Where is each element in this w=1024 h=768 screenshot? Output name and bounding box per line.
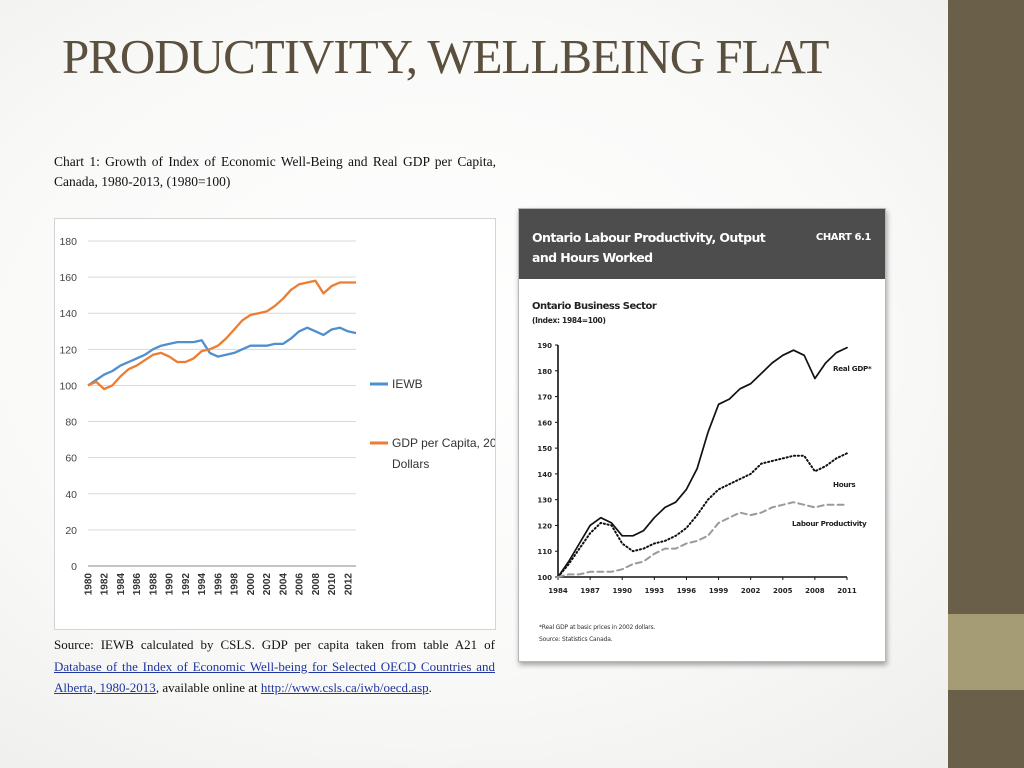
- chart1-x-tick-label: 2000: [246, 573, 257, 596]
- chart2-x-tick-label: 1993: [645, 587, 665, 595]
- chart1-x-tick-label: 1982: [100, 573, 111, 596]
- chart1-y-tick-label: 20: [65, 525, 77, 537]
- chart1-y-tick-label: 160: [59, 272, 77, 284]
- chart2-series-line-labour-productivity: [557, 501, 848, 578]
- chart1-legend-label-iewb: IEWB: [392, 377, 423, 391]
- chart1-x-tick-label: 1996: [213, 573, 224, 596]
- chart2-x-tick-label: 2011: [837, 587, 857, 595]
- chart2-source: Source: Statistics Canada.: [539, 636, 613, 643]
- chart2-panel: Ontario Labour Productivity, Output and …: [518, 208, 886, 662]
- source-url-link[interactable]: http://www.csls.ca/iwb/oecd.asp: [260, 680, 429, 695]
- chart2-title: Ontario Labour Productivity, Output and …: [532, 230, 766, 265]
- chart1-series-line-iewb: [87, 326, 357, 387]
- chart2-y-tick-label: 140: [537, 471, 552, 479]
- chart1-series-line-gdp: [87, 279, 356, 391]
- chart1-x-tick-label: 1990: [165, 573, 176, 596]
- chart2-y-tick-label: 110: [537, 548, 552, 556]
- chart2-series-label-real-gdp: Real GDP*: [833, 364, 872, 373]
- chart1-y-tick-label: 80: [65, 417, 77, 429]
- chart1-y-tick-label: 120: [59, 344, 77, 356]
- chart1-y-tick-label: 140: [59, 308, 77, 320]
- chart1-heading: Chart 1: Growth of Index of Economic Wel…: [54, 154, 496, 189]
- source-prefix: Source: IEWB calculated by CSLS. GDP per…: [54, 637, 495, 652]
- source-end: .: [428, 680, 432, 695]
- chart2-y-tick-label: 180: [537, 368, 552, 376]
- chart1-x-tick-label: 1988: [148, 573, 159, 596]
- chart2-tag: CHART 6.1: [815, 232, 872, 243]
- chart2-index-note: (Index: 1984=100): [532, 316, 606, 325]
- slide-title: PRODUCTIVITY, WELLBEING FLAT: [62, 29, 829, 84]
- chart2-x-tick-label: 1984: [548, 587, 568, 595]
- chart1-x-tick-label: 1986: [132, 573, 143, 596]
- chart2-x-tick-label: 1987: [580, 587, 600, 595]
- chart2-series-line-real-gdp: [557, 346, 848, 578]
- chart1-x-tick-label: 2006: [295, 573, 306, 596]
- chart1-panel: 0 20 40 60 80 100 120 140 160 180 1980 1982 1984 1986…: [54, 218, 496, 630]
- chart2-y-tick-label: 150: [537, 445, 552, 453]
- chart2-y-tick-label: 100: [537, 574, 552, 582]
- chart1-y-tick-label: 60: [65, 453, 77, 465]
- chart2-series-line-hours: [557, 452, 848, 578]
- chart2-series-label-hours: Hours: [833, 480, 855, 489]
- chart1-x-tick-label: 1998: [230, 573, 241, 596]
- chart2-y-tick-label: 120: [537, 522, 552, 530]
- side-accent-block: [948, 614, 1024, 690]
- chart1-y-tick-label: 180: [59, 236, 77, 248]
- source-mid: , available online at: [155, 680, 261, 695]
- chart1-source-note: Source: IEWB calculated by CSLS. GDP per…: [54, 634, 495, 699]
- chart1-x-tick-label: 1992: [181, 573, 192, 596]
- chart2-series-label-labour-productivity: Labour Productivity: [792, 519, 867, 528]
- chart2-y-tick-label: 170: [537, 394, 552, 402]
- chart1-x-tick-label: 2012: [343, 573, 354, 596]
- chart2-y-tick-label: 190: [537, 342, 552, 350]
- chart2-svg: Ontario Business Sector (Index: 1984=100)…: [532, 301, 872, 643]
- chart1-x-tick-label: 1980: [84, 573, 95, 596]
- chart1-x-tick-label: 1994: [197, 573, 208, 596]
- chart1-x-tick-label: 2008: [311, 573, 322, 596]
- chart2-x-tick-label: 1996: [677, 587, 697, 595]
- chart1-x-tick-label: 2010: [327, 573, 338, 596]
- chart1-legend-label-gdp: GDP per Capita, 2005 USDollars: [392, 436, 495, 471]
- chart1-x-tick-label: 2004: [278, 573, 289, 596]
- chart2-footnote: *Real GDP at basic prices in 2002 dollar…: [539, 624, 655, 631]
- chart2-x-tick-label: 2002: [741, 587, 761, 595]
- chart2-subtitle: Ontario Business Sector: [532, 301, 657, 312]
- chart1-x-tick-label: 2002: [262, 573, 273, 596]
- chart2-y-tick-label: 130: [537, 497, 552, 505]
- source-database-link[interactable]: Database of the Index of Economic Well-b…: [54, 658, 495, 696]
- chart1-y-tick-label: 0: [71, 561, 77, 573]
- chart2-header: Ontario Labour Productivity, Output and …: [519, 209, 885, 279]
- chart2-x-tick-label: 1999: [709, 587, 729, 595]
- chart1-svg: 0 20 40 60 80 100 120 140 160 180 1980 1982 1984 1986…: [59, 236, 495, 596]
- chart2-y-tick-label: 160: [537, 419, 552, 427]
- chart2-x-tick-label: 2005: [773, 587, 793, 595]
- chart2-x-tick-label: 2008: [805, 587, 825, 595]
- chart1-y-tick-label: 40: [65, 489, 77, 501]
- chart2-x-tick-label: 1990: [612, 587, 632, 595]
- chart1-y-tick-label: 100: [59, 380, 77, 392]
- chart1-x-tick-label: 1984: [116, 573, 127, 596]
